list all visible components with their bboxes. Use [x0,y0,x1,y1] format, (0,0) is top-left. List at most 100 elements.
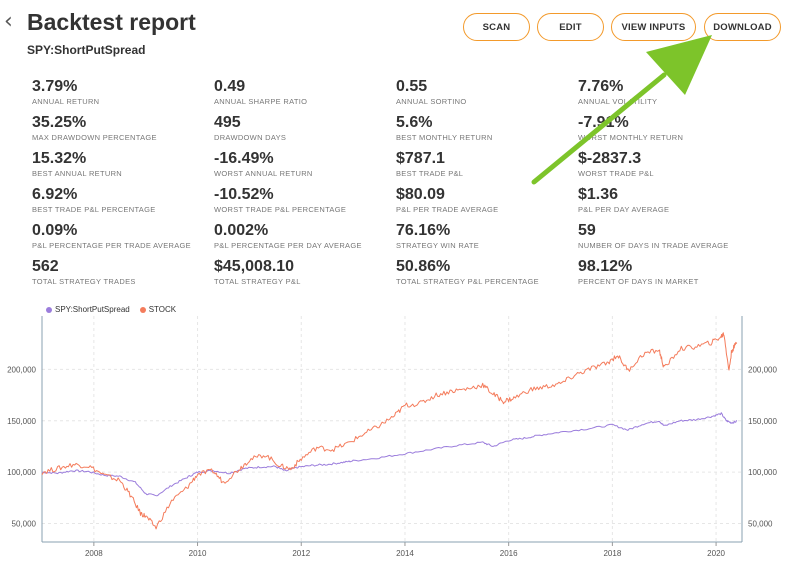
stat-label: P&L PERCENTAGE PER DAY AVERAGE [214,241,362,250]
stat-item: 59 NUMBER OF DAYS IN TRADE AVERAGE [578,222,758,251]
stat-item: $45,008.10 TOTAL STRATEGY P&L [214,258,394,287]
series-line-strategy [41,412,738,497]
x-tick-label: 2010 [189,549,207,558]
x-tick-label: 2016 [500,549,518,558]
legend-item-strategy[interactable]: SPY:ShortPutSpread [46,305,130,314]
legend-label: STOCK [148,305,177,314]
stat-item: $-2837.3 WORST TRADE P&L [578,150,758,179]
stat-item: 6.92% BEST TRADE P&L PERCENTAGE [32,186,212,215]
stat-value: $-2837.3 [578,150,642,167]
stat-item: 3.79% ANNUAL RETURN [32,78,212,107]
edit-button[interactable]: EDIT [537,13,604,41]
stat-label: P&L PER TRADE AVERAGE [396,205,499,214]
stat-label: BEST ANNUAL RETURN [32,169,123,178]
x-tick-label: 2008 [85,549,103,558]
stat-label: WORST TRADE P&L [578,169,654,178]
stat-label: PERCENT OF DAYS IN MARKET [578,277,699,286]
y-tick-label-right: 100,000 [748,468,777,477]
stat-item: $787.1 BEST TRADE P&L [396,150,576,179]
view-inputs-button[interactable]: VIEW INPUTS [611,13,696,41]
stat-value: 0.002% [214,222,269,239]
chart-legend: SPY:ShortPutSpread STOCK [46,305,176,314]
legend-item-stock[interactable]: STOCK [139,305,177,314]
stat-item: $1.36 P&L PER DAY AVERAGE [578,186,758,215]
stat-label: MAX DRAWDOWN PERCENTAGE [32,133,157,142]
y-tick-label-right: 50,000 [748,520,773,529]
y-tick-label-right: 200,000 [748,365,777,374]
stat-item: -10.52% WORST TRADE P&L PERCENTAGE [214,186,394,215]
stat-label: ANNUAL SORTINO [396,97,467,106]
stat-item: 50.86% TOTAL STRATEGY P&L PERCENTAGE [396,258,576,287]
chart-canvas: 50,000 50,000 100,000 100,000 150,000 150,000… [7,316,777,558]
x-tick-label: 2012 [292,549,310,558]
scan-button[interactable]: SCAN [463,13,530,41]
stat-label: TOTAL STRATEGY P&L PERCENTAGE [396,277,539,286]
stat-label: STRATEGY WIN RATE [396,241,480,250]
stat-item: 7.76% ANNUAL VOLATILITY [578,78,758,107]
stat-value: $1.36 [578,186,619,203]
stat-value: 562 [32,258,59,275]
stat-label: WORST ANNUAL RETURN [214,169,313,178]
stats-grid: 3.79% ANNUAL RETURN 0.49 ANNUAL SHARPE RATI… [0,76,788,292]
stat-label: BEST TRADE P&L [396,169,464,178]
stat-item: $80.09 P&L PER TRADE AVERAGE [396,186,576,215]
legend-label: SPY:ShortPutSpread [55,305,130,314]
stat-label: ANNUAL SHARPE RATIO [214,97,308,106]
x-tick-label: 2014 [396,549,414,558]
strategy-subtitle: SPY:ShortPutSpread [27,43,146,57]
stat-value: -7.91% [578,114,629,131]
stat-value: 35.25% [32,114,87,131]
chevron-left-icon[interactable]: ‹ [4,9,13,34]
stat-label: WORST TRADE P&L PERCENTAGE [214,205,347,214]
y-tick-label-left: 50,000 [12,520,37,529]
report-header: ‹ Backtest report SPY:ShortPutSpread SCA… [0,0,788,70]
stat-value: 76.16% [396,222,451,239]
stat-label: NUMBER OF DAYS IN TRADE AVERAGE [578,241,729,250]
stat-label: BEST MONTHLY RETURN [396,133,493,142]
stat-value: 6.92% [32,186,78,203]
stat-label: BEST TRADE P&L PERCENTAGE [32,205,156,214]
stat-value: 15.32% [32,150,87,167]
stat-item: 0.002% P&L PERCENTAGE PER DAY AVERAGE [214,222,394,251]
stat-item: 35.25% MAX DRAWDOWN PERCENTAGE [32,114,212,143]
legend-dot [46,306,52,313]
y-tick-label-left: 200,000 [7,365,36,374]
stat-label: ANNUAL RETURN [32,97,100,106]
stat-label: TOTAL STRATEGY P&L [214,277,301,286]
stat-item: 495 DRAWDOWN DAYS [214,114,394,143]
stat-value: 3.79% [32,78,78,95]
stat-value: 59 [578,222,596,239]
stat-label: TOTAL STRATEGY TRADES [32,277,136,286]
stat-value: 7.76% [578,78,624,95]
stat-item: 0.49 ANNUAL SHARPE RATIO [214,78,394,107]
stat-item: 5.6% BEST MONTHLY RETURN [396,114,576,143]
y-tick-label-left: 150,000 [7,417,36,426]
stat-value: $787.1 [396,150,445,167]
stat-item: -16.49% WORST ANNUAL RETURN [214,150,394,179]
stat-item: 98.12% PERCENT OF DAYS IN MARKET [578,258,758,287]
stat-label: P&L PER DAY AVERAGE [578,205,670,214]
stat-label: ANNUAL VOLATILITY [578,97,658,106]
stat-item: 76.16% STRATEGY WIN RATE [396,222,576,251]
x-tick-label: 2018 [603,549,621,558]
stat-label: DRAWDOWN DAYS [214,133,287,142]
stat-value: 0.09% [32,222,78,239]
stat-item: 0.55 ANNUAL SORTINO [396,78,576,107]
series-line-stock [41,332,738,530]
stat-value: 495 [214,114,241,131]
stat-item: -7.91% WORST MONTHLY RETURN [578,114,758,143]
download-button[interactable]: DOWNLOAD [704,13,781,41]
stat-value: 50.86% [396,258,451,275]
equity-chart: SPY:ShortPutSpread STOCK 50,000 50,000 100… [0,300,788,564]
stat-item: 15.32% BEST ANNUAL RETURN [32,150,212,179]
stat-value: $80.09 [396,186,445,203]
stat-value: 0.49 [214,78,246,95]
stat-value: 0.55 [396,78,428,95]
stat-item: 0.09% P&L PERCENTAGE PER TRADE AVERAGE [32,222,212,251]
stat-label: WORST MONTHLY RETURN [578,133,684,142]
x-tick-label: 2020 [707,549,725,558]
stat-label: P&L PERCENTAGE PER TRADE AVERAGE [32,241,191,250]
page-title: Backtest report [27,9,196,35]
stat-value: -10.52% [214,186,274,203]
stat-value: 98.12% [578,258,633,275]
